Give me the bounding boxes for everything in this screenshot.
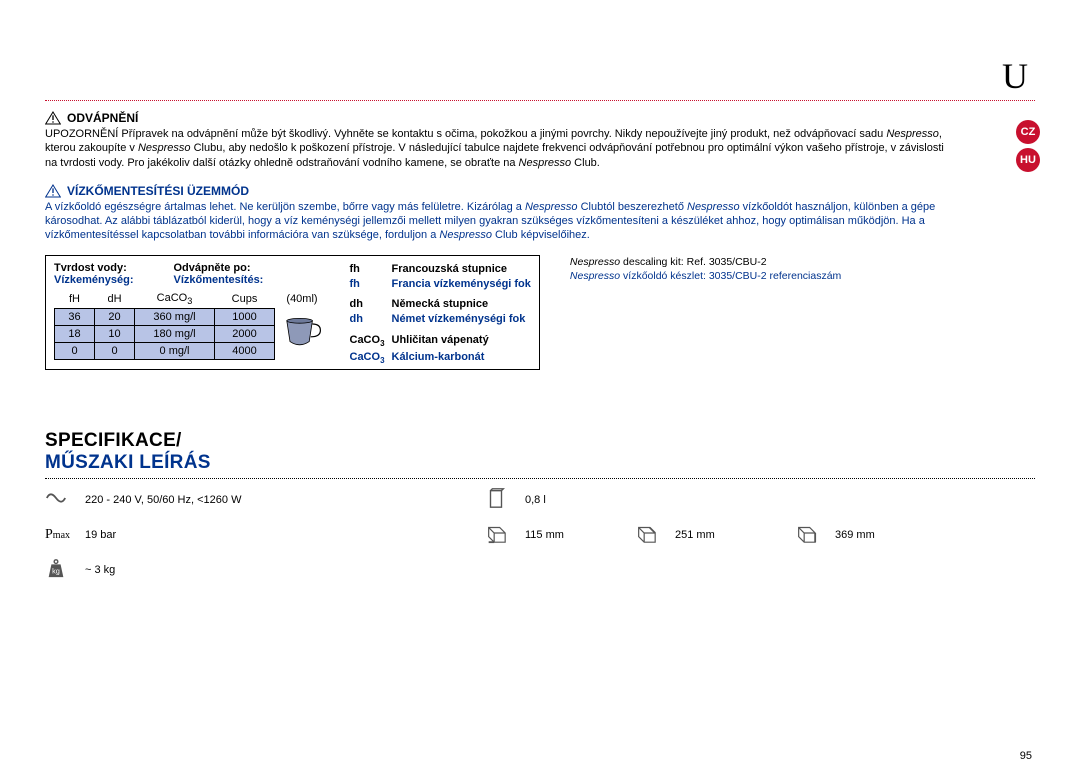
td: 1000: [215, 308, 275, 325]
spec-grid: 220 - 240 V, 50/60 Hz, <1260 W 0,8 l Pma…: [45, 487, 1035, 582]
head-hardness: Tvrdost vody: Vízkeménység:: [54, 262, 133, 286]
pmax-icon: Pmax: [45, 527, 85, 543]
divider: [45, 478, 1035, 479]
td: 10: [95, 325, 135, 342]
key: fh: [350, 262, 392, 277]
key: CaCO3: [350, 333, 392, 350]
label: Vízkőmentesítés:: [173, 274, 263, 286]
height-icon: [795, 522, 835, 547]
language-badges: CZ HU: [1016, 120, 1040, 172]
spec-height: 369 mm: [835, 529, 935, 541]
td: 4000: [215, 342, 275, 359]
hardness-table: fH dH CaCO3 Cups (40ml) 36 20 360 mg/l 1…: [54, 290, 330, 360]
badge-cz: CZ: [1016, 120, 1040, 144]
kit-reference: Nespresso descaling kit: Ref. 3035/CBU-2…: [570, 255, 841, 283]
text: Clubtól beszerezhető: [578, 201, 687, 213]
heading-cz: SPECIFIKACE/: [45, 430, 1035, 452]
key: fh: [350, 277, 392, 292]
brand: Nespresso: [687, 201, 740, 213]
key: CaCO3: [350, 350, 392, 367]
text: descaling kit: Ref. 3035/CBU-2: [620, 256, 767, 268]
td: 0: [55, 342, 95, 359]
page-number: 95: [1020, 750, 1032, 762]
td: 18: [55, 325, 95, 342]
divider-top: [45, 100, 1035, 101]
brand: Nespresso: [439, 229, 492, 241]
warning-icon: [45, 111, 61, 125]
brand: Nespresso: [886, 128, 939, 140]
text: vízkőoldó készlet: 3035/CBU-2 referencia…: [620, 270, 841, 282]
legend-column: fhFrancouzská stupnice fhFrancia vízkemé…: [350, 262, 531, 367]
section-title-hu: VÍZKŐMENTESÍTÉSI ÜZEMMÓD: [67, 184, 249, 198]
text: Club képviselőihez.: [492, 229, 590, 241]
td: 0: [95, 342, 135, 359]
label: Német vízkeménységi fok: [392, 313, 526, 325]
spec-tank: 0,8 l: [525, 494, 635, 506]
td: 36: [55, 308, 95, 325]
th: dH: [95, 290, 135, 309]
table-frame: Tvrdost vody: Vízkeménység: Odvápněte po…: [45, 255, 540, 370]
warning-row-cz: ODVÁPNĚNÍ: [45, 111, 1035, 125]
cup-cell: [275, 308, 330, 359]
cup-icon: [282, 315, 322, 349]
label: Kálcium-karbonát: [392, 351, 485, 363]
label: Tvrdost vody:: [54, 262, 133, 274]
label: Uhličitan vápenatý: [392, 334, 489, 346]
warning-row-hu: VÍZKŐMENTESÍTÉSI ÜZEMMÓD: [45, 184, 1035, 198]
brand: Nespresso: [525, 201, 578, 213]
spec-weight: ~ 3 kg: [85, 564, 485, 576]
label: Odvápněte po:: [173, 262, 263, 274]
key: dh: [350, 297, 392, 312]
body-hu: A vízkőoldó egészségre ártalmas lehet. N…: [45, 200, 950, 243]
brand: Nespresso: [570, 270, 620, 282]
text: Club.: [571, 157, 600, 169]
spec-pressure: 19 bar: [85, 529, 485, 541]
label: Německá stupnice: [392, 298, 489, 310]
spec-heading: SPECIFIKACE/ MŰSZAKI LEÍRÁS: [45, 430, 1035, 474]
spec-voltage: 220 - 240 V, 50/60 Hz, <1260 W: [85, 494, 485, 506]
label: Francia vízkeménységi fok: [392, 278, 531, 290]
heading-hu: MŰSZAKI LEÍRÁS: [45, 452, 1035, 474]
tank-icon: [485, 487, 525, 512]
hardness-block: Tvrdost vody: Vízkeménység: Odvápněte po…: [54, 262, 330, 367]
td: 180 mg/l: [135, 325, 215, 342]
section-title-cz: ODVÁPNĚNÍ: [67, 111, 138, 125]
body-cz: UPOZORNĚNÍ Přípravek na odvápnění může b…: [45, 127, 950, 170]
spec-depth: 251 mm: [675, 529, 795, 541]
badge-hu: HU: [1016, 148, 1040, 172]
td: 2000: [215, 325, 275, 342]
th: CaCO3: [135, 290, 215, 309]
svg-text:kg: kg: [52, 567, 60, 576]
wave-icon: [45, 487, 85, 512]
th: (40ml): [275, 290, 330, 309]
width-icon: [485, 522, 525, 547]
th: Cups: [215, 290, 275, 309]
brand: Nespresso: [570, 256, 620, 268]
depth-icon: [635, 522, 675, 547]
logo-u: U: [1002, 55, 1028, 97]
head-descale: Odvápněte po: Vízkőmentesítés:: [173, 262, 263, 286]
text: UPOZORNĚNÍ Přípravek na odvápnění může b…: [45, 128, 886, 140]
td: 0 mg/l: [135, 342, 215, 359]
td: 20: [95, 308, 135, 325]
brand: Nespresso: [138, 142, 191, 154]
text: A vízkőoldó egészségre ártalmas lehet. N…: [45, 201, 525, 213]
td: 360 mg/l: [135, 308, 215, 325]
descaling-table-area: Tvrdost vody: Vízkeménység: Odvápněte po…: [45, 255, 1035, 370]
spec-width: 115 mm: [525, 529, 635, 541]
label: Vízkeménység:: [54, 274, 133, 286]
label: Francouzská stupnice: [392, 263, 508, 275]
key: dh: [350, 312, 392, 327]
warning-icon: [45, 184, 61, 198]
weight-icon: kg: [45, 557, 85, 582]
th: fH: [55, 290, 95, 309]
brand: Nespresso: [519, 157, 572, 169]
